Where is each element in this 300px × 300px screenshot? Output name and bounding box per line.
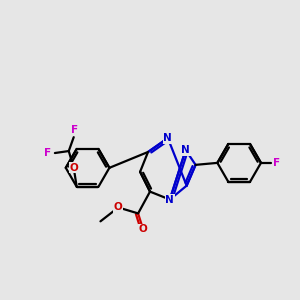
Text: F: F <box>273 158 280 168</box>
Text: O: O <box>114 202 123 212</box>
Text: N: N <box>181 145 190 155</box>
Text: O: O <box>139 224 147 234</box>
Text: O: O <box>69 163 78 173</box>
Text: N: N <box>164 133 172 143</box>
Text: F: F <box>71 125 78 135</box>
Text: N: N <box>165 194 174 205</box>
Text: F: F <box>44 148 52 158</box>
